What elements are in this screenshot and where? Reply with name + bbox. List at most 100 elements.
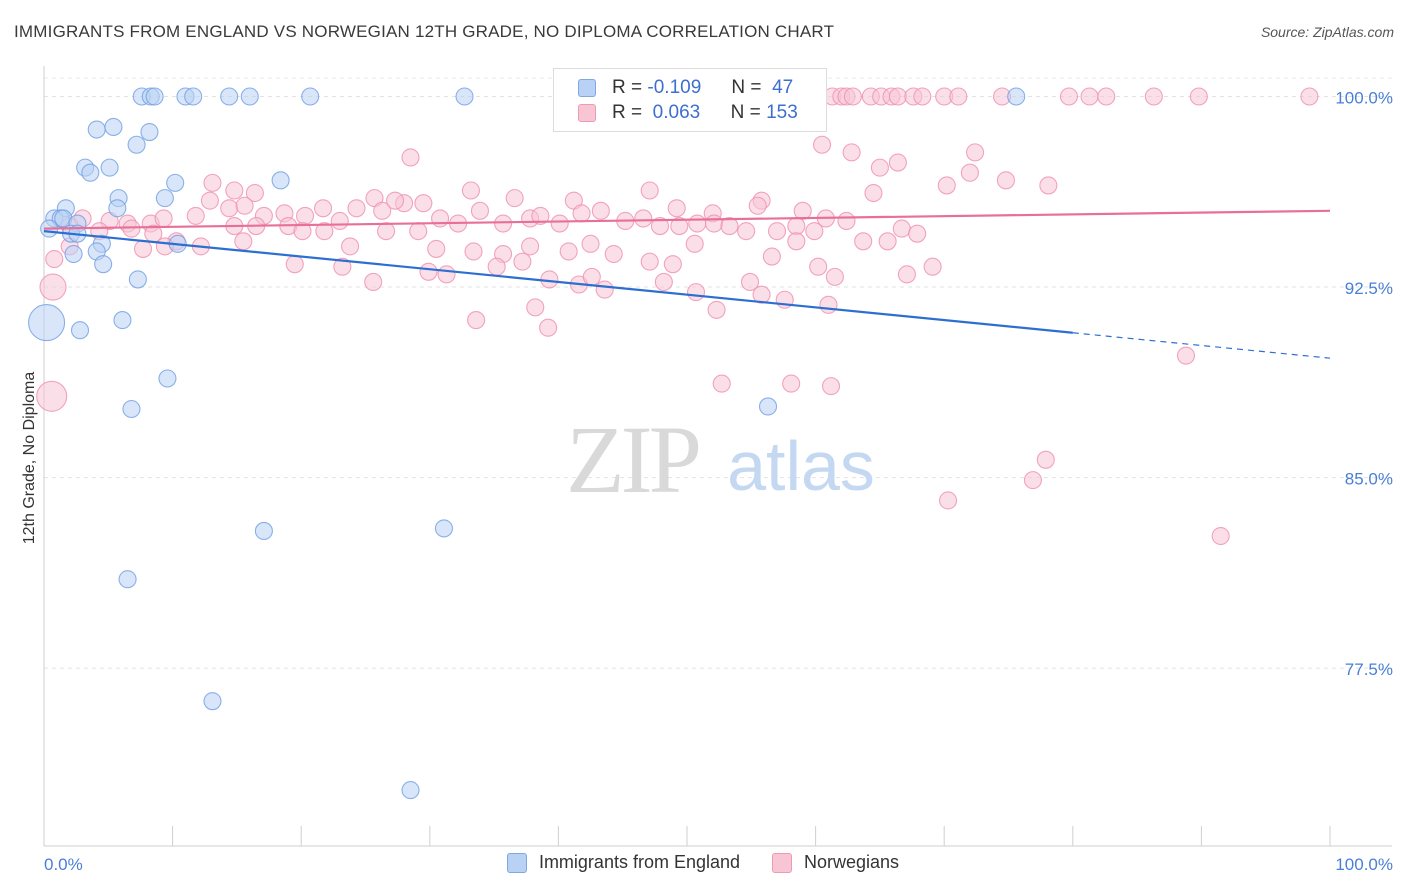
norwegians-point (888, 153, 907, 172)
norwegians-point (864, 183, 883, 203)
legend-row-england: R = -0.109 N = 47 (578, 76, 793, 100)
correlation-legend: R = -0.109 N = 47 R = 0.063 N = 153 (553, 68, 827, 132)
norwegians-point (582, 267, 601, 286)
norwegians-point (812, 135, 832, 154)
norwegians-point (245, 183, 264, 203)
england-point (254, 521, 273, 541)
norwegians-point (782, 374, 801, 393)
england-points (28, 87, 1026, 800)
norwegians-point (122, 219, 141, 238)
legend-swatch-norwegians (578, 104, 596, 122)
england-point (140, 123, 159, 142)
england-point (203, 692, 222, 711)
norwegians-point (825, 267, 844, 286)
norwegians-point (809, 257, 828, 276)
norwegians-point (401, 148, 420, 167)
y-tick-label: 85.0% (1345, 470, 1393, 489)
norwegians-point (235, 196, 254, 215)
norwegians-point (897, 265, 916, 284)
y-axis-label: 12th Grade, No Diploma (21, 371, 38, 545)
england-point (100, 158, 119, 177)
norwegians-point (640, 252, 659, 271)
norwegians-point (1211, 526, 1230, 546)
england-point (113, 311, 132, 330)
norwegians-point (650, 217, 670, 236)
england-point (301, 87, 320, 106)
norwegians-point (550, 214, 569, 233)
england-point (118, 570, 137, 589)
legend-n-value-norwegians: 153 (766, 102, 798, 123)
england-point (155, 189, 174, 208)
england-point (87, 120, 106, 139)
england-point (104, 117, 123, 137)
norwegians-point (39, 273, 67, 301)
norwegians-point (595, 280, 614, 299)
norwegians-point (712, 374, 731, 393)
norwegians-point (364, 272, 383, 292)
norwegians-point (787, 232, 806, 251)
legend-swatch-norwegians (772, 852, 793, 873)
legend-r-label: R = (612, 77, 643, 98)
norwegians-point (330, 211, 349, 231)
norwegians-point (494, 214, 513, 233)
legend-n-label: N = (730, 102, 761, 123)
norwegians-point (843, 87, 862, 106)
norwegians-point (1059, 87, 1078, 106)
norwegians-point (762, 247, 781, 266)
tick-labels: 100.0% 92.5% 85.0% 77.5% 0.0% 100.0% (44, 88, 1393, 874)
series-legend: Immigrants from England Norwegians (0, 852, 1406, 873)
norwegians-point (748, 196, 767, 215)
norwegians-point (461, 181, 481, 200)
legend-label-norwegians: Norwegians (804, 852, 900, 872)
norwegians-point (870, 158, 889, 177)
legend-r-label: R = (612, 102, 643, 123)
x-tick-label: 0.0% (44, 855, 83, 874)
norwegians-point (591, 201, 610, 220)
norwegians-point (707, 300, 726, 319)
norwegians-point (1080, 87, 1099, 106)
norwegians-point (1097, 87, 1116, 106)
norwegians-point (604, 244, 623, 264)
watermark-zip: ZIP (566, 406, 699, 513)
england-point (108, 199, 127, 218)
norwegians-trend-line (43, 209, 1331, 230)
y-tick-label: 92.5% (1345, 279, 1393, 298)
norwegians-point (203, 173, 222, 192)
norwegians-point (505, 189, 524, 208)
england-point (128, 270, 147, 289)
legend-item-norwegians[interactable]: Norwegians (772, 852, 899, 873)
axes (43, 66, 1392, 847)
norwegians-point (937, 176, 956, 195)
norwegians-point (878, 232, 897, 251)
norwegians-point (467, 311, 486, 330)
norwegians-point (1036, 450, 1055, 469)
norwegians-point (663, 255, 682, 274)
england-point (70, 321, 90, 340)
legend-n-value-england: 47 (772, 77, 794, 98)
england-point (122, 399, 141, 419)
norwegians-point (1144, 87, 1163, 106)
england-point (455, 87, 474, 106)
norwegians-point (572, 204, 591, 223)
england-point (94, 255, 113, 274)
norwegians-point (464, 242, 483, 261)
norwegians-point (487, 257, 506, 276)
norwegians-point (654, 272, 673, 292)
norwegians-point (908, 224, 927, 243)
norwegians-point (966, 143, 985, 162)
legend-item-england[interactable]: Immigrants from England (506, 852, 740, 873)
watermark: ZIP atlas (566, 406, 875, 513)
norwegians-point (996, 171, 1015, 190)
england-point (434, 519, 453, 538)
england-point (1007, 87, 1026, 106)
norwegians-point (431, 209, 450, 228)
norwegians-point (842, 143, 861, 162)
norwegians-point (409, 222, 428, 241)
norwegians-point (854, 232, 873, 251)
england-trend-line (43, 230, 1073, 334)
norwegians-point (293, 222, 312, 241)
norwegians-point (1039, 176, 1058, 195)
norwegians-point (767, 222, 787, 241)
norwegians-point (186, 206, 205, 225)
